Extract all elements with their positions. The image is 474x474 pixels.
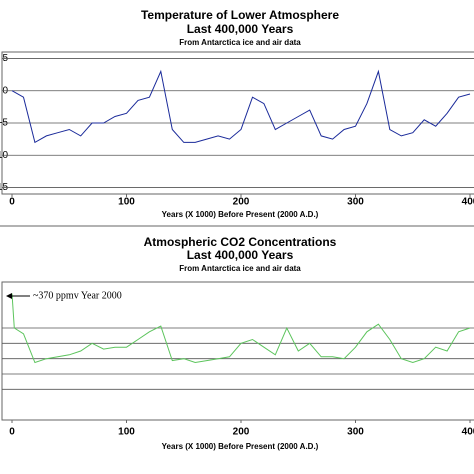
x-tick-label: 400 <box>462 427 474 438</box>
data-line <box>11 293 471 364</box>
x-tick-label: 200 <box>233 427 250 438</box>
x-tick-label: 100 <box>118 197 135 208</box>
annotation: ~370 ppmv Year 2000 <box>33 290 122 301</box>
x-tick-label: 300 <box>347 197 364 208</box>
chart-title: Atmospheric CO2 Concentrations <box>144 235 337 249</box>
x-tick-label: 200 <box>233 197 250 208</box>
chart-subtitle: Last 400,000 Years <box>187 22 294 36</box>
x-tick-label: 0 <box>9 197 15 208</box>
chart-title: Temperature of Lower Atmosphere <box>141 8 339 22</box>
annotation-arrowhead <box>6 293 12 299</box>
x-axis-label: Years (X 1000) Before Present (2000 A.D.… <box>162 210 319 219</box>
x-tick-label: 400 <box>462 197 474 208</box>
chart-note: From Antarctica ice and air data <box>179 264 301 273</box>
x-tick-label: 0 <box>9 427 15 438</box>
x-axis-label: Years (X 1000) Before Present (2000 A.D.… <box>162 442 319 451</box>
data-line <box>11 69 471 144</box>
chart-note: From Antarctica ice and air data <box>179 38 301 47</box>
x-tick-label: 100 <box>118 427 135 438</box>
x-tick-label: 300 <box>347 427 364 438</box>
chart-subtitle: Last 400,000 Years <box>187 248 294 262</box>
